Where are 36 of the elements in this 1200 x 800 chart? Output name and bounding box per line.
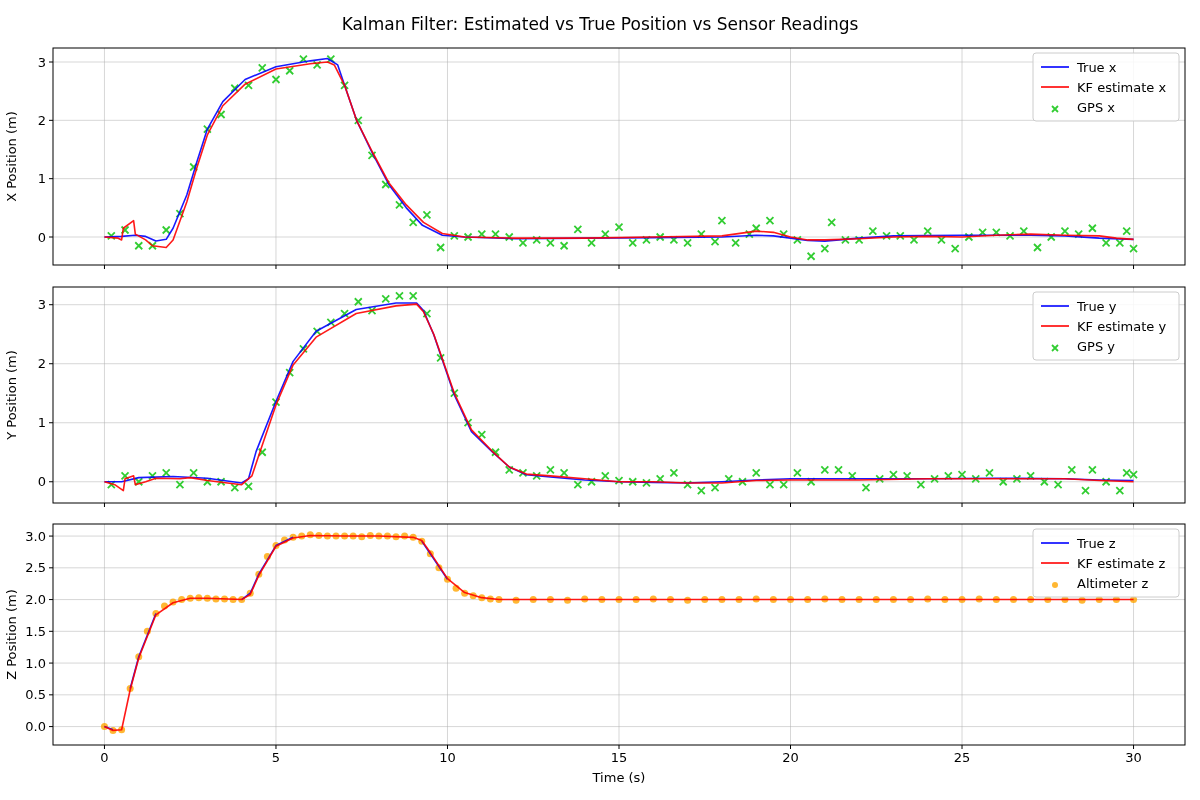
legend-label: KF estimate z bbox=[1077, 555, 1166, 571]
y-tick-label: 0 bbox=[37, 229, 46, 245]
legend-label: KF estimate y bbox=[1077, 318, 1167, 334]
legend-label: KF estimate x bbox=[1077, 79, 1167, 95]
legend-label: GPS y bbox=[1077, 338, 1116, 354]
y-tick-label: 2.0 bbox=[25, 592, 46, 608]
y-tick-label: 1 bbox=[37, 171, 46, 187]
y-axis-title: Y Position (m) bbox=[4, 350, 19, 441]
x-tick-label: 5 bbox=[271, 750, 281, 765]
y-tick-label: 2 bbox=[37, 356, 46, 372]
x-axis-title: Time (s) bbox=[591, 770, 646, 785]
legend-label: GPS x bbox=[1077, 99, 1116, 115]
legend-label: True z bbox=[1076, 535, 1116, 551]
x-tick-label: 10 bbox=[439, 750, 456, 765]
y-tick-label: 3 bbox=[37, 54, 46, 70]
y-tick-label: 0.5 bbox=[25, 687, 46, 703]
y-tick-label: 0 bbox=[37, 474, 46, 490]
x-tick-label: 30 bbox=[1125, 750, 1142, 765]
y-axis-title: X Position (m) bbox=[4, 111, 19, 202]
y-tick-label: 1.0 bbox=[25, 655, 46, 671]
legend-label: True y bbox=[1076, 298, 1117, 314]
chart-title: Kalman Filter: Estimated vs True Position vs Sensor Readings bbox=[341, 14, 859, 34]
y-tick-label: 1.5 bbox=[25, 623, 46, 639]
y-tick-label: 1 bbox=[37, 415, 46, 431]
y-tick-label: 2.5 bbox=[25, 560, 46, 576]
y-tick-label: 0.0 bbox=[25, 719, 46, 735]
x-tick-label: 15 bbox=[610, 750, 628, 765]
legend-label: Altimeter z bbox=[1077, 575, 1149, 591]
y-axis-title: Z Position (m) bbox=[4, 589, 19, 680]
y-tick-label: 2 bbox=[37, 112, 46, 128]
x-tick-label: 25 bbox=[953, 750, 971, 765]
x-tick-label: 0 bbox=[100, 750, 109, 765]
y-tick-label: 3.0 bbox=[25, 528, 46, 544]
x-tick-label: 20 bbox=[782, 750, 799, 765]
y-tick-label: 3 bbox=[37, 297, 46, 313]
legend-label: True x bbox=[1076, 59, 1117, 75]
